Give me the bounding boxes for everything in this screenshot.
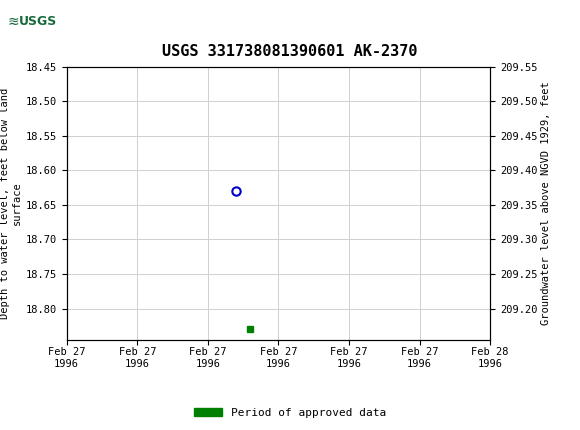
- FancyBboxPatch shape: [6, 3, 70, 41]
- Y-axis label: Groundwater level above NGVD 1929, feet: Groundwater level above NGVD 1929, feet: [542, 81, 552, 325]
- Text: ≋: ≋: [8, 15, 19, 29]
- Y-axis label: Depth to water level, feet below land
surface: Depth to water level, feet below land su…: [0, 88, 21, 319]
- Text: USGS 331738081390601 AK-2370: USGS 331738081390601 AK-2370: [162, 44, 418, 59]
- Text: USGS: USGS: [19, 15, 57, 28]
- Legend: Period of approved data: Period of approved data: [190, 403, 390, 422]
